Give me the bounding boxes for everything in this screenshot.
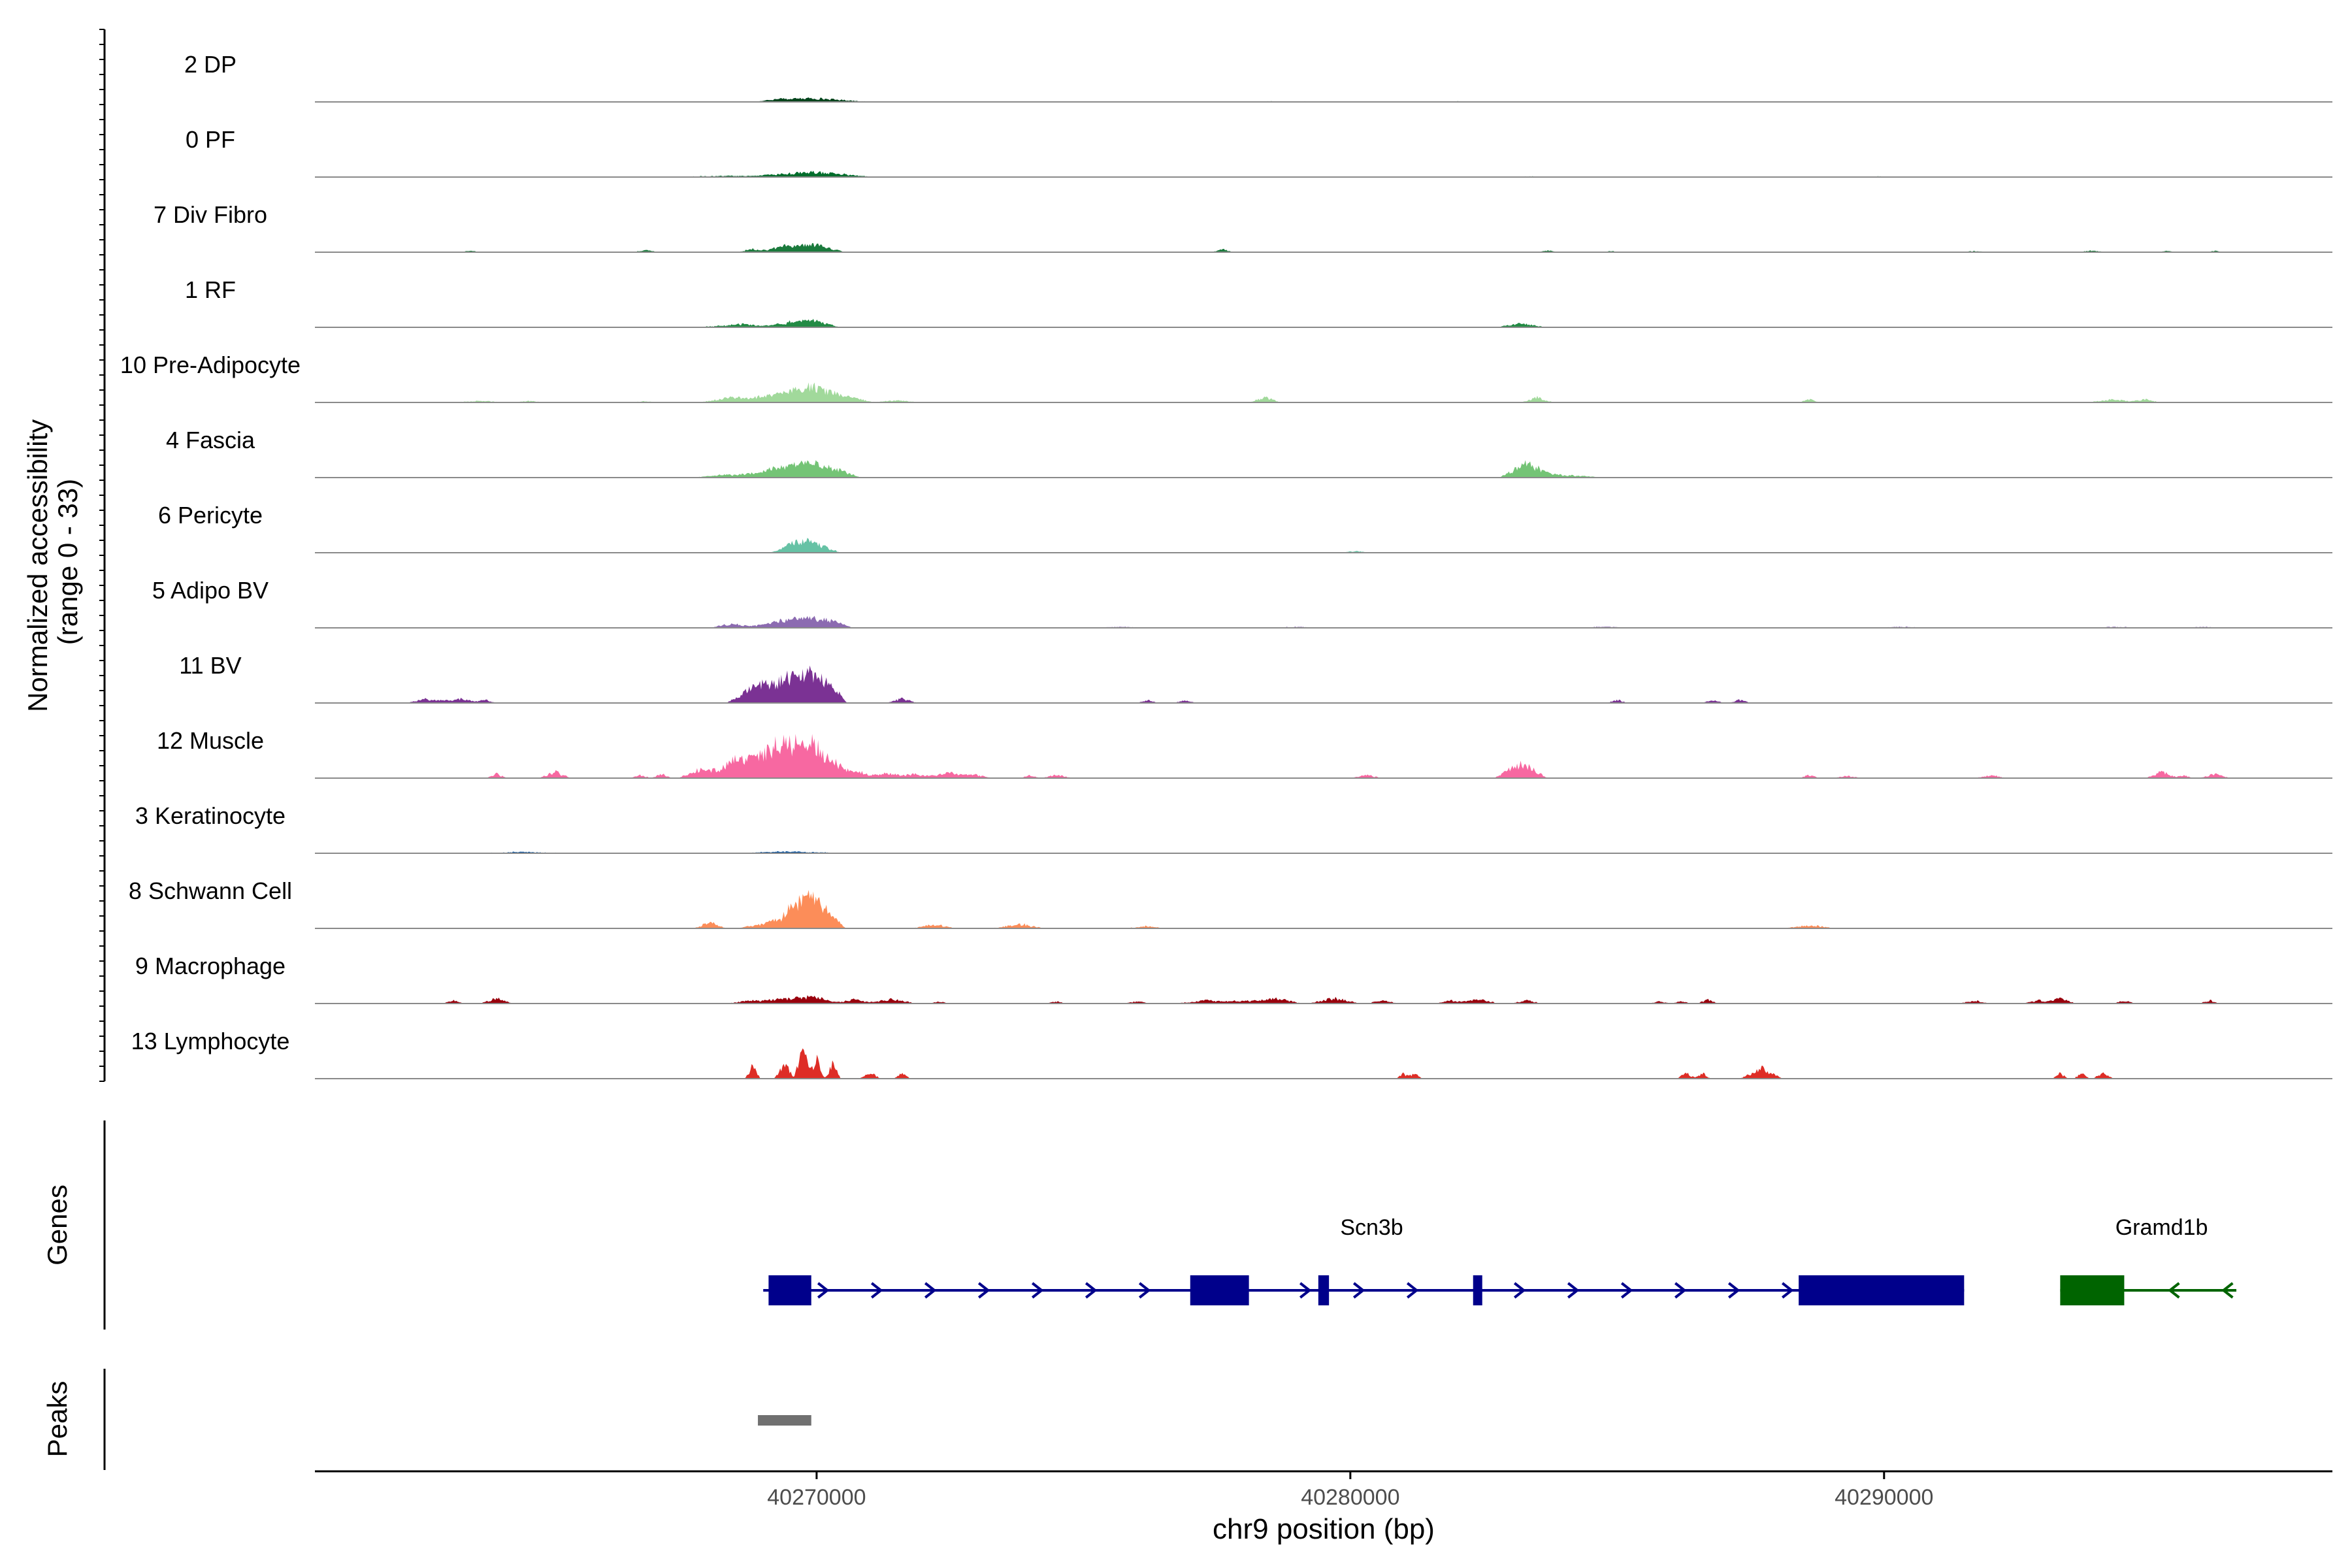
gene-label: Scn3b — [1340, 1215, 1403, 1240]
coverage-area — [315, 1048, 2332, 1079]
track: 3 Keratinocyte — [135, 802, 2332, 854]
track: 7 Div Fibro — [154, 201, 2332, 253]
strand-arrow — [924, 1282, 937, 1299]
gene-exon — [1799, 1275, 1965, 1305]
track-label: 3 Keratinocyte — [135, 802, 286, 829]
strand-arrow — [977, 1282, 990, 1299]
track: 12 Muscle — [157, 727, 2332, 779]
track: 2 DP — [184, 51, 2332, 103]
coverage-area — [315, 615, 2332, 628]
gene-exon — [1318, 1275, 1330, 1305]
x-tick-label: 40270000 — [767, 1485, 866, 1510]
strand-arrow — [1620, 1282, 1633, 1299]
strand-arrow — [817, 1282, 830, 1299]
genes-panel: Genes Scn3b Gramd1b — [42, 1120, 2236, 1330]
coverage-tracks: 2 DP 0 PF 7 Div Fibro 1 RF 10 Pre-Adipocyte 4… — [120, 51, 2332, 1079]
coverage-area — [315, 538, 2332, 553]
track: 0 PF — [186, 126, 2332, 178]
peaks-panel: Peaks — [42, 1369, 811, 1470]
coverage-area — [315, 171, 2332, 177]
strand-arrow — [1674, 1282, 1687, 1299]
gene-exon — [768, 1275, 811, 1305]
strand-arrow — [1085, 1282, 1098, 1299]
track: 8 Schwann Cell — [129, 877, 2332, 929]
track: 11 BV — [179, 652, 2332, 704]
track: 6 Pericyte — [158, 502, 2332, 553]
y-axis-label-line1: Normalized accessibility — [22, 419, 53, 712]
y-axis-label-line2: (range 0 - 33) — [52, 479, 83, 645]
y-axis — [99, 29, 106, 1082]
track-label: 10 Pre-Adipocyte — [120, 351, 301, 378]
strand-arrow — [870, 1282, 883, 1299]
track-label: 6 Pericyte — [158, 502, 263, 529]
strand-arrow — [1352, 1282, 1365, 1299]
track-label: 11 BV — [179, 652, 241, 679]
y-axis-label: Normalized accessibility (range 0 - 33) — [22, 412, 83, 712]
track-label: 2 DP — [184, 51, 237, 78]
gene-label: Gramd1b — [2115, 1215, 2208, 1240]
coverage-area — [315, 382, 2332, 402]
strand-arrow — [1138, 1282, 1151, 1299]
coverage-area — [315, 243, 2332, 252]
track-label: 7 Div Fibro — [154, 201, 267, 228]
coverage-area — [315, 665, 2332, 703]
strand-arrow — [1299, 1282, 1312, 1299]
peaks-label: Peaks — [42, 1381, 73, 1458]
coverage-area — [315, 734, 2332, 778]
strand-arrow — [1406, 1282, 1419, 1299]
x-axis: 40270000 40280000 40290000 — [315, 1470, 2332, 1510]
strand-arrow — [1031, 1282, 1044, 1299]
track-label: 4 Fascia — [166, 427, 255, 453]
track: 13 Lymphocyte — [131, 1028, 2332, 1079]
coverage-area — [315, 97, 2332, 102]
track-label: 13 Lymphocyte — [131, 1028, 290, 1054]
coverage-area — [315, 995, 2332, 1004]
peak-region — [758, 1415, 811, 1426]
strand-arrow — [1781, 1282, 1794, 1299]
strand-arrow — [1567, 1282, 1580, 1299]
coverage-area — [315, 319, 2332, 327]
x-axis-label: chr9 position (bp) — [1213, 1513, 1435, 1545]
track: 5 Adipo BV — [152, 577, 2332, 629]
track-label: 12 Muscle — [157, 727, 264, 754]
strand-arrow — [1727, 1282, 1740, 1299]
track-label: 1 RF — [185, 276, 236, 303]
gene: Scn3b — [763, 1215, 1965, 1305]
strand-arrow — [2168, 1282, 2180, 1299]
track: 4 Fascia — [166, 427, 2332, 478]
strand-arrow — [1513, 1282, 1526, 1299]
track: 1 RF — [185, 276, 2332, 328]
gene-exon — [2060, 1275, 2125, 1305]
track-label: 5 Adipo BV — [152, 577, 269, 604]
track: 9 Macrophage — [135, 953, 2332, 1004]
track-label: 8 Schwann Cell — [129, 877, 292, 904]
gene-exon — [1473, 1275, 1482, 1305]
x-tick-label: 40280000 — [1301, 1485, 1399, 1510]
track-label: 9 Macrophage — [135, 953, 286, 979]
x-tick-label: 40290000 — [1835, 1485, 1933, 1510]
track: 10 Pre-Adipocyte — [120, 351, 2332, 403]
coverage-area — [315, 460, 2332, 478]
gene-exon — [1190, 1275, 1249, 1305]
gene: Gramd1b — [2060, 1215, 2236, 1305]
genes-label: Genes — [42, 1184, 73, 1266]
strand-arrow — [2221, 1282, 2234, 1299]
coverage-area — [315, 890, 2332, 928]
track-label: 0 PF — [186, 126, 235, 153]
